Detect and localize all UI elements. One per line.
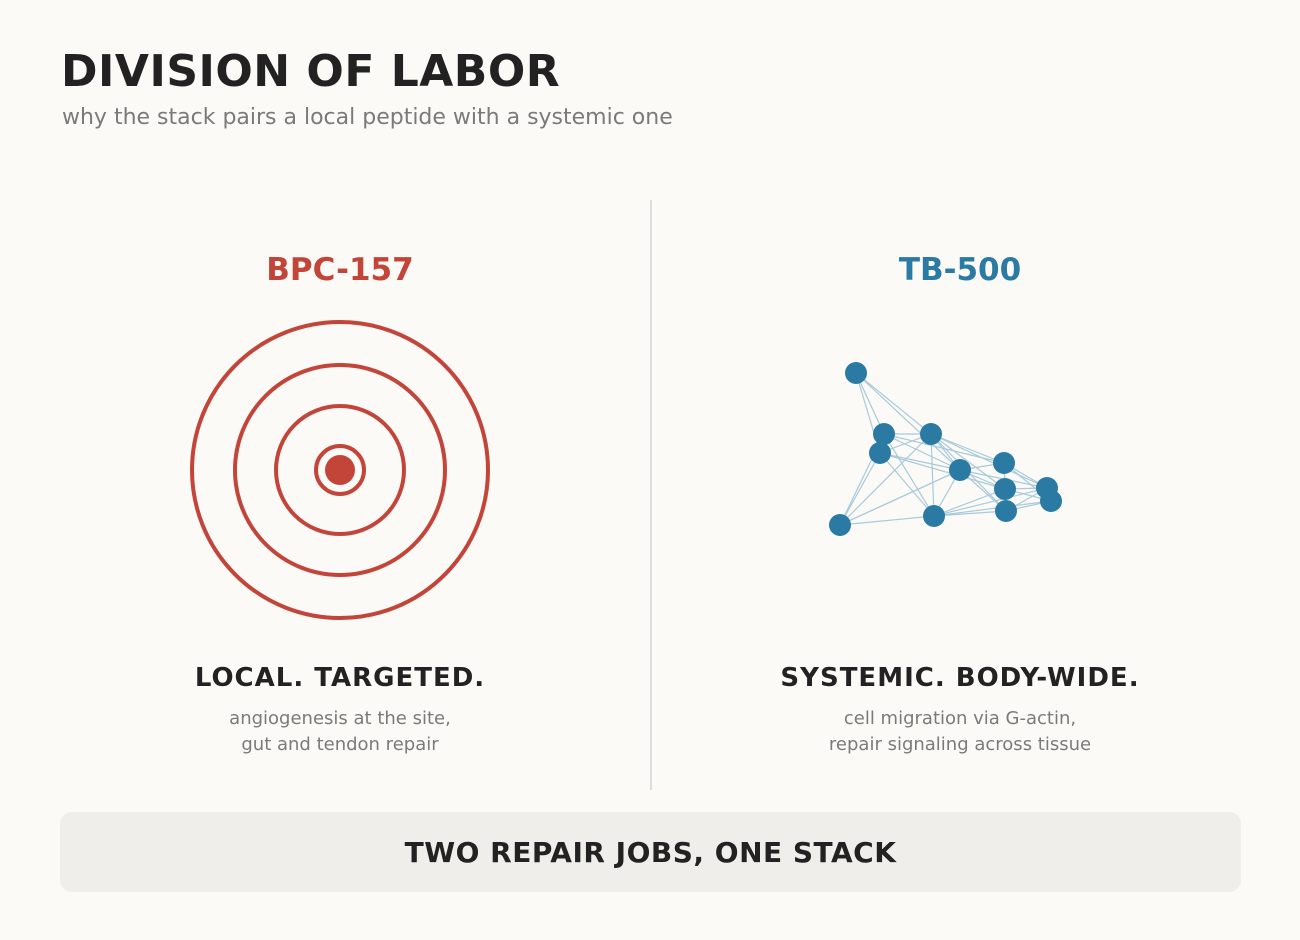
network-edge	[855, 372, 961, 471]
network-node	[923, 505, 945, 527]
network-edge	[839, 452, 881, 526]
tb500-desc-line1: cell migration via G-actin,	[843, 708, 1077, 729]
network-node	[994, 478, 1016, 500]
network-edge	[855, 372, 932, 435]
network-edge	[933, 488, 1006, 517]
bpc157-title: BPC-157	[266, 252, 414, 288]
network-node	[920, 423, 942, 445]
target-ring-second	[274, 404, 406, 536]
network-node	[869, 442, 891, 464]
network-edge	[930, 433, 1006, 490]
target-ring-inner	[314, 444, 366, 496]
network-node	[995, 500, 1017, 522]
network-edge	[883, 433, 1005, 464]
page-title: DIVISION OF LABOR	[61, 46, 561, 97]
network-edge	[933, 500, 1052, 517]
network-node	[993, 452, 1015, 474]
bpc157-desc-line1: angiogenesis at the site,	[229, 708, 451, 729]
bpc157-desc-line2: gut and tendon repair	[241, 734, 439, 755]
network-nodes	[829, 362, 1062, 536]
network-edge	[839, 469, 961, 526]
network-nodes-icon	[829, 362, 1062, 536]
summary-banner: TWO REPAIR JOBS, ONE STACK	[60, 812, 1241, 892]
network-edge	[839, 433, 932, 526]
network-edge	[879, 452, 935, 517]
network-node	[829, 514, 851, 536]
network-node	[873, 423, 895, 445]
column-divider	[650, 200, 652, 790]
tb500-desc-line2: repair signaling across tissue	[828, 734, 1092, 755]
network-node	[1040, 490, 1062, 512]
network-edge	[933, 510, 1007, 517]
network-edge	[883, 433, 935, 517]
network-node	[949, 459, 971, 481]
network-edge	[930, 433, 935, 517]
page-subtitle: why the stack pairs a local peptide with…	[62, 105, 673, 130]
tb500-description: cell migration via G-actin, repair signa…	[710, 706, 1210, 758]
target-ring-third	[233, 363, 447, 577]
network-edge	[879, 452, 961, 471]
tb500-title: TB-500	[898, 252, 1022, 288]
target-center-dot	[325, 455, 355, 485]
network-node	[845, 362, 867, 384]
summary-banner-text: TWO REPAIR JOBS, ONE STACK	[404, 835, 897, 869]
target-rings-icon	[190, 320, 490, 620]
target-ring-outer	[190, 320, 490, 620]
network-edge	[930, 433, 1005, 464]
network-edge	[883, 433, 961, 471]
bpc157-heading: LOCAL. TARGETED.	[194, 663, 486, 693]
network-edge	[879, 452, 1006, 490]
network-edge	[839, 515, 935, 526]
network-edge	[933, 487, 1048, 517]
network-edge	[930, 433, 1048, 489]
network-edge	[855, 372, 885, 435]
bpc157-description: angiogenesis at the site, gut and tendon…	[90, 706, 590, 758]
tb500-heading: SYSTEMIC. BODY-WIDE.	[780, 663, 1140, 693]
